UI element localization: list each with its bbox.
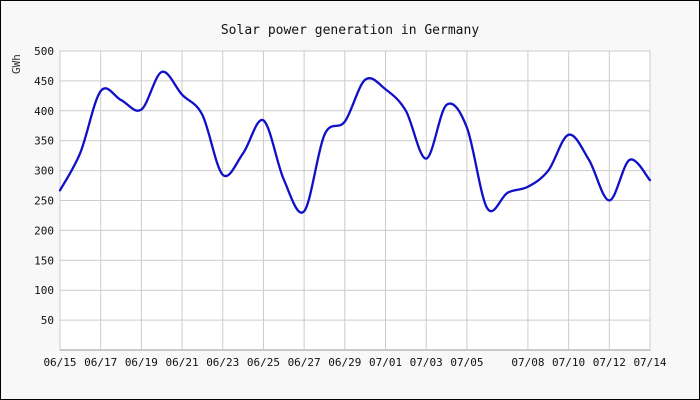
y-tick-label: 400 <box>34 105 54 118</box>
x-tick-label: 07/03 <box>410 356 443 369</box>
y-axis-ticks: 50 100 150 200 250 300 350 400 450 500 <box>34 45 54 327</box>
y-tick-label: 150 <box>34 254 54 267</box>
y-tick-label: 200 <box>34 224 54 237</box>
x-axis-ticks: 06/15 06/17 06/19 06/21 06/23 06/25 06/27 06/29… <box>43 356 666 369</box>
grid-lines <box>59 50 651 350</box>
x-tick-label: 07/12 <box>593 356 626 369</box>
x-tick-label: 06/23 <box>206 356 239 369</box>
x-tick-label: 06/19 <box>125 356 158 369</box>
y-tick-label: 50 <box>41 314 54 327</box>
series-line <box>58 70 652 214</box>
chart-title: Solar power generation in Germany <box>221 23 479 38</box>
y-axis-label: GWh <box>10 54 23 74</box>
x-tick-label: 07/14 <box>633 356 666 369</box>
x-tick-label: 06/25 <box>247 356 280 369</box>
x-tick-label: 07/01 <box>369 356 402 369</box>
x-tick-label: 06/21 <box>166 356 199 369</box>
y-tick-label: 300 <box>34 165 54 178</box>
x-tick-label: 06/17 <box>84 356 117 369</box>
x-tick-label: 06/29 <box>328 356 361 369</box>
x-tick-label: 07/08 <box>511 356 544 369</box>
x-tick-label: 07/05 <box>450 356 483 369</box>
y-tick-label: 100 <box>34 284 54 297</box>
y-tick-label: 350 <box>34 135 54 148</box>
x-tick-label: 07/10 <box>552 356 585 369</box>
y-tick-label: 250 <box>34 195 54 208</box>
y-tick-label: 450 <box>34 75 54 88</box>
x-tick-label: 06/15 <box>43 356 76 369</box>
y-tick-label: 500 <box>34 45 54 58</box>
x-tick-label: 06/27 <box>288 356 321 369</box>
